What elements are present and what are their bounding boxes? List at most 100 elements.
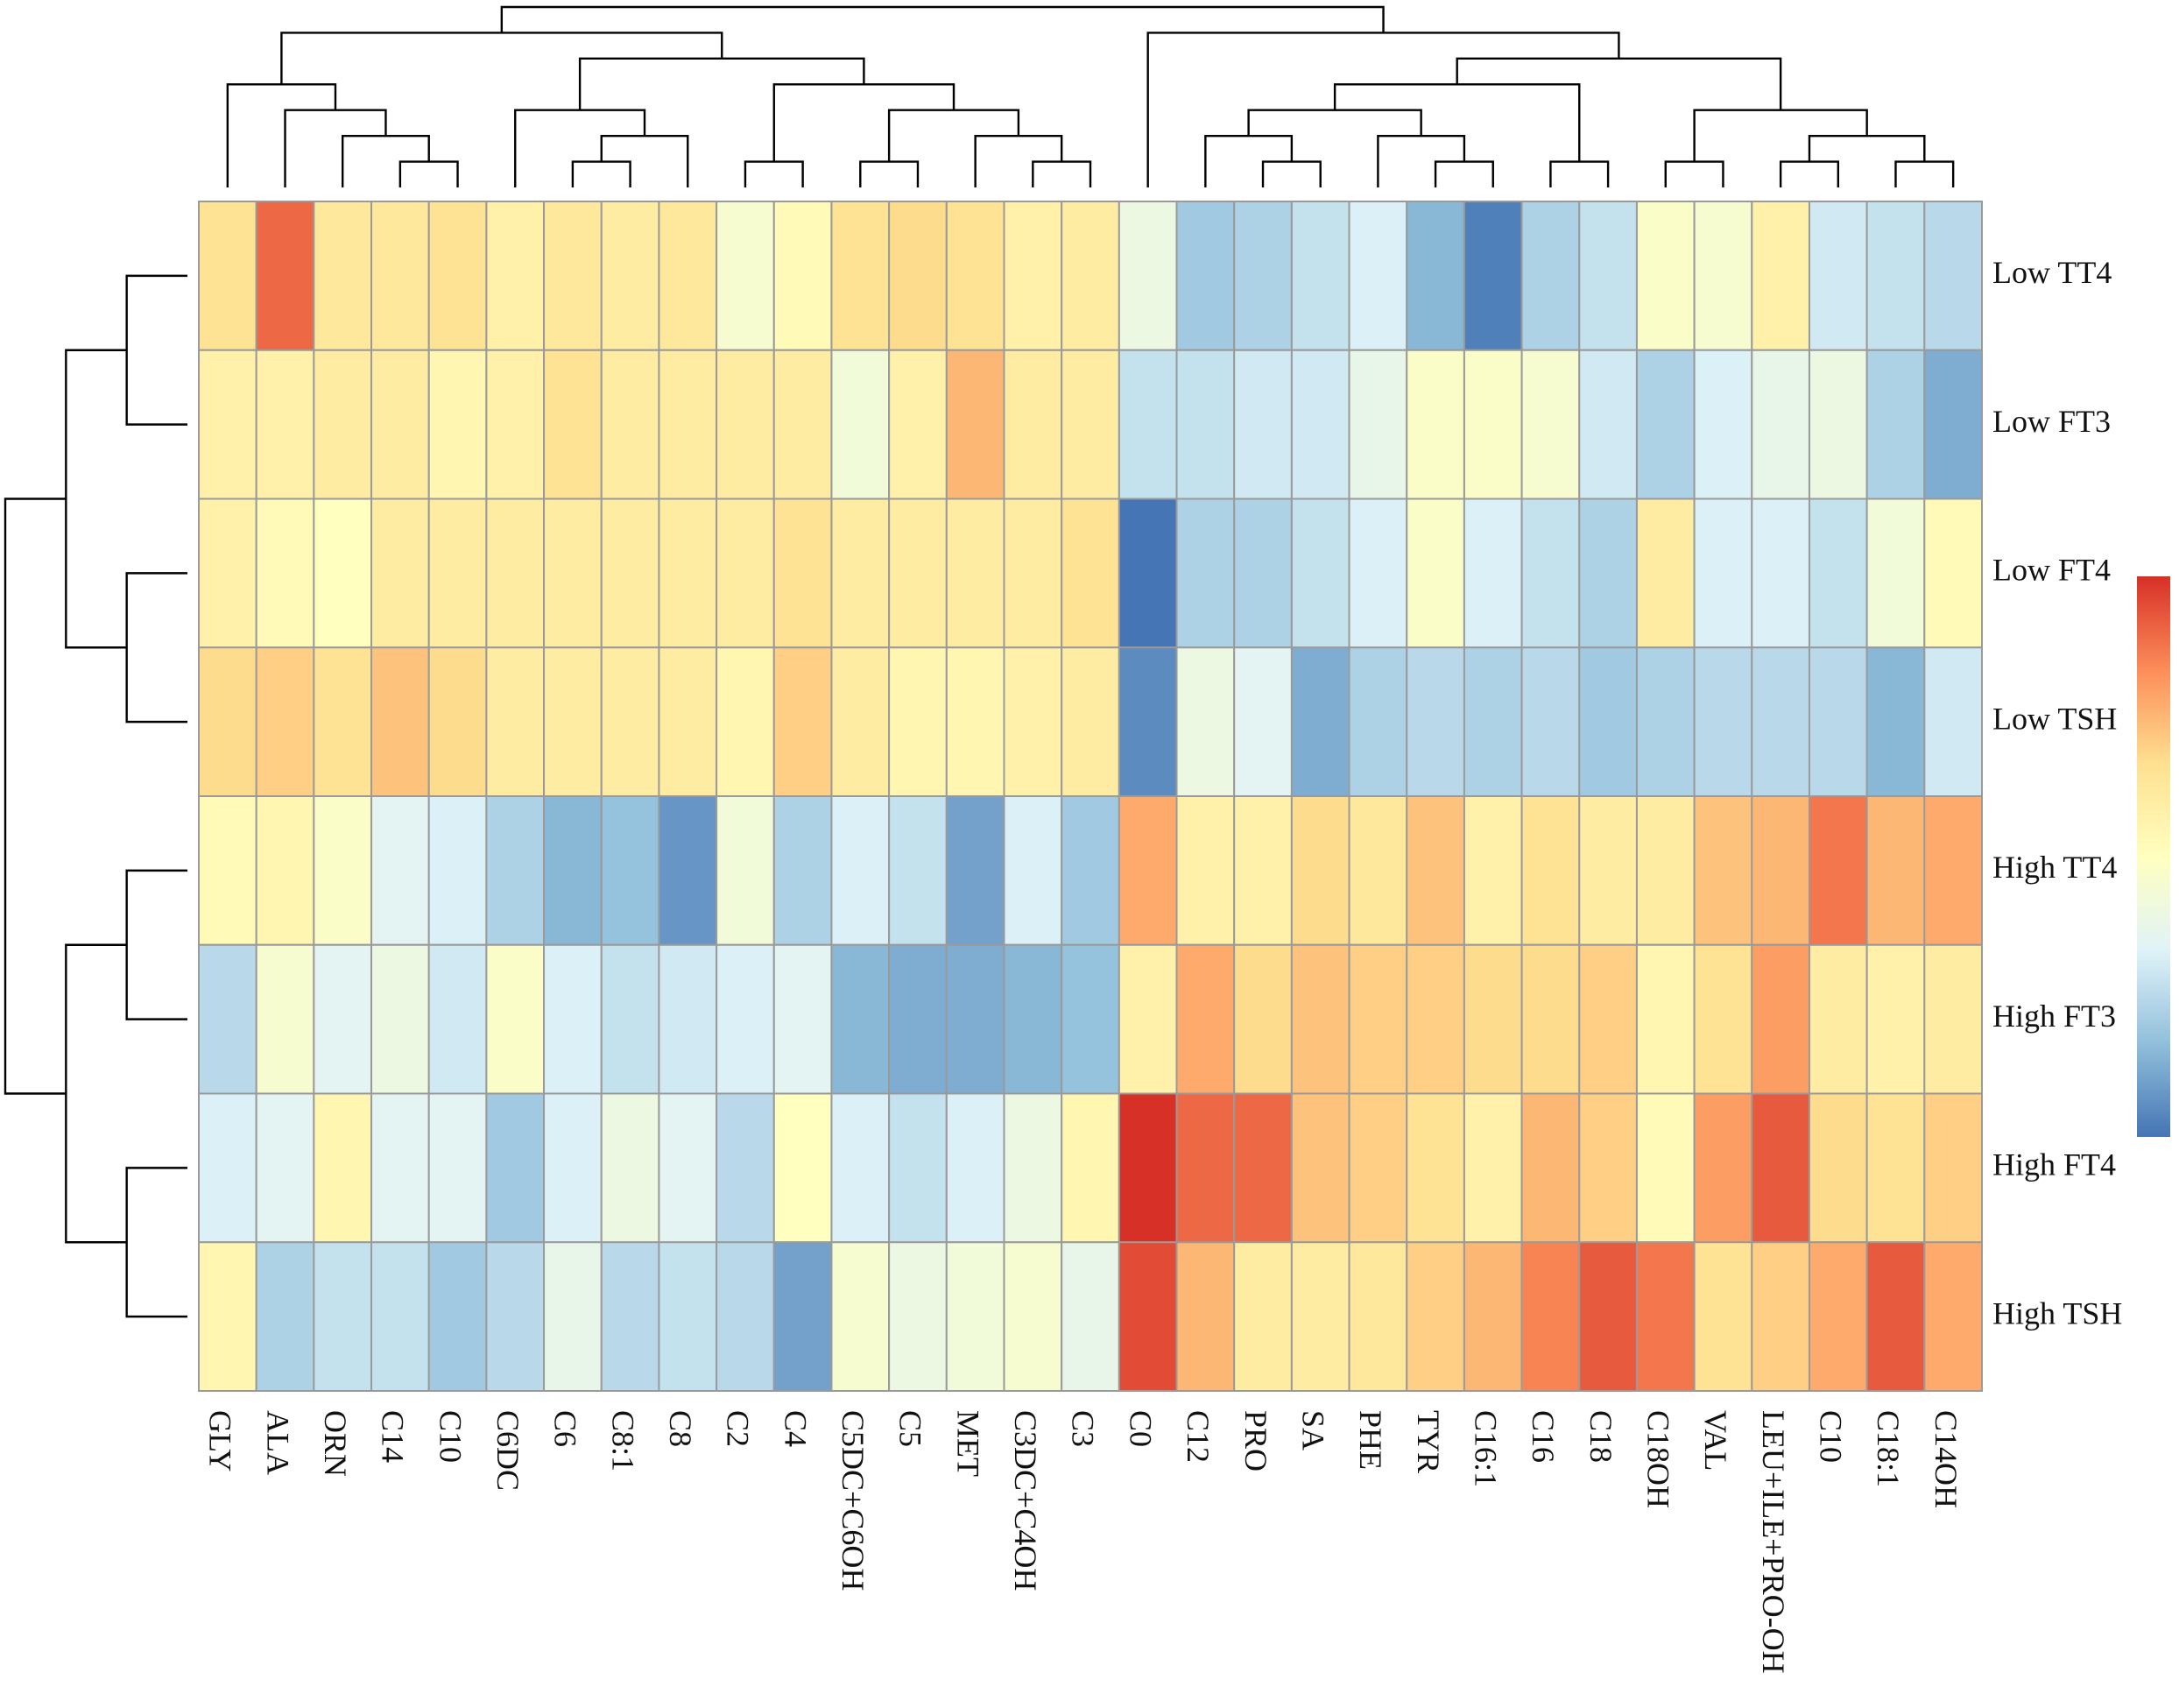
color-legend-bar xyxy=(2137,576,2170,1137)
row-label: High FT4 xyxy=(1992,1147,2116,1182)
heatmap-cell xyxy=(543,646,603,797)
heatmap-cell xyxy=(1290,201,1350,351)
heatmap-cell xyxy=(1693,498,1753,649)
heatmap-cell xyxy=(1406,498,1465,649)
heatmap-cell xyxy=(1751,201,1810,351)
heatmap-cell xyxy=(888,201,948,351)
heatmap-cell xyxy=(1061,943,1120,1095)
heatmap-cell xyxy=(427,943,488,1095)
dendrogram-branch xyxy=(1779,160,1840,187)
heatmap-cell xyxy=(1233,349,1293,500)
heatmap-cell xyxy=(255,498,315,649)
heatmap-cell xyxy=(888,349,948,500)
heatmap-cell xyxy=(1463,1092,1523,1244)
heatmap-cell xyxy=(1865,795,1926,946)
heatmap-cell xyxy=(1520,646,1581,797)
heatmap-cell xyxy=(1923,349,1984,500)
heatmap-cell xyxy=(600,201,660,351)
column-label: C8:1 xyxy=(605,1410,640,1472)
row-dendrogram xyxy=(4,274,187,1318)
heatmap-cell xyxy=(658,1241,718,1392)
heatmap-cell xyxy=(1520,498,1581,649)
heatmap-cell xyxy=(888,498,948,649)
heatmap-cell xyxy=(1233,201,1293,351)
heatmap-cell xyxy=(772,1241,833,1392)
heatmap-cell xyxy=(716,349,775,500)
heatmap-cell xyxy=(198,498,257,649)
heatmap-cell xyxy=(1693,1092,1753,1244)
heatmap-cell xyxy=(1635,349,1696,500)
heatmap-cell xyxy=(1061,646,1120,797)
heatmap-cell xyxy=(1923,201,1984,351)
heatmap-cell xyxy=(1118,201,1178,351)
heatmap-cell xyxy=(945,1241,1005,1392)
column-label: GLY xyxy=(203,1410,238,1472)
heatmap-cell xyxy=(313,349,373,500)
heatmap-cell xyxy=(1406,646,1465,797)
column-label: C18 xyxy=(1583,1410,1618,1463)
heatmap-cell xyxy=(888,646,948,797)
heatmap-cell xyxy=(600,943,660,1095)
heatmap-cell xyxy=(1751,1241,1810,1392)
column-label: MET xyxy=(950,1410,985,1477)
column-label: C18OH xyxy=(1641,1410,1676,1508)
heatmap-cell xyxy=(1463,498,1523,649)
heatmap-cell xyxy=(255,795,315,946)
heatmap-cell xyxy=(772,201,833,351)
heatmap-cell xyxy=(772,646,833,797)
heatmap-cell xyxy=(888,795,948,946)
heatmap-cell xyxy=(1520,795,1581,946)
heatmap-cell xyxy=(1520,1092,1581,1244)
heatmap-cell xyxy=(945,646,1005,797)
heatmap-cell xyxy=(1290,1092,1350,1244)
heatmap-cell xyxy=(716,1092,775,1244)
heatmap-cell xyxy=(1406,795,1465,946)
heatmap-cell xyxy=(658,943,718,1095)
heatmap-cell xyxy=(1061,498,1120,649)
heatmap-cell xyxy=(830,498,891,649)
heatmap-cell xyxy=(945,201,1005,351)
heatmap-cell xyxy=(370,201,430,351)
heatmap-cell xyxy=(485,349,546,500)
heatmap-cell xyxy=(370,943,430,1095)
column-label: C2 xyxy=(721,1410,756,1447)
heatmap-cell xyxy=(772,795,833,946)
heatmap-cell xyxy=(1003,201,1063,351)
heatmap-cell xyxy=(1463,943,1523,1095)
dendrogram-branch xyxy=(1664,160,1724,187)
heatmap-cell xyxy=(1175,498,1236,649)
heatmap-cell xyxy=(485,943,546,1095)
heatmap-cell xyxy=(1061,1092,1120,1244)
dendrogram-branch xyxy=(514,109,646,187)
heatmap-cell xyxy=(658,795,718,946)
column-label: C0 xyxy=(1123,1410,1158,1447)
heatmap-cell xyxy=(255,1092,315,1244)
column-label: C3DC+C4OH xyxy=(1008,1410,1043,1591)
heatmap-cell xyxy=(1003,1092,1063,1244)
heatmap-cell xyxy=(1175,1241,1236,1392)
heatmap-cell xyxy=(1751,646,1810,797)
heatmap-cell xyxy=(1175,795,1236,946)
heatmap-cell xyxy=(1118,943,1178,1095)
column-label: PRO xyxy=(1238,1410,1273,1472)
heatmap-cell xyxy=(1348,201,1408,351)
heatmap-cell xyxy=(1175,943,1236,1095)
heatmap-cell xyxy=(1003,795,1063,946)
heatmap-cell xyxy=(1118,1241,1178,1392)
heatmap-cell xyxy=(370,498,430,649)
row-label: Low TT4 xyxy=(1992,255,2112,290)
column-label: C14 xyxy=(376,1410,411,1463)
heatmap-cell xyxy=(1290,795,1350,946)
heatmap-cell xyxy=(830,349,891,500)
heatmap-cell xyxy=(1348,646,1408,797)
column-label: C6DC xyxy=(490,1410,525,1491)
heatmap-cell xyxy=(1003,349,1063,500)
heatmap-cell xyxy=(888,1241,948,1392)
dendrogram-branch xyxy=(744,160,804,187)
heatmap-cell xyxy=(427,795,488,946)
dendrogram-branch xyxy=(571,160,631,187)
heatmap-cell xyxy=(1751,795,1810,946)
heatmap-cell xyxy=(1290,943,1350,1095)
heatmap-cell xyxy=(1233,498,1293,649)
heatmap-cell xyxy=(1693,795,1753,946)
